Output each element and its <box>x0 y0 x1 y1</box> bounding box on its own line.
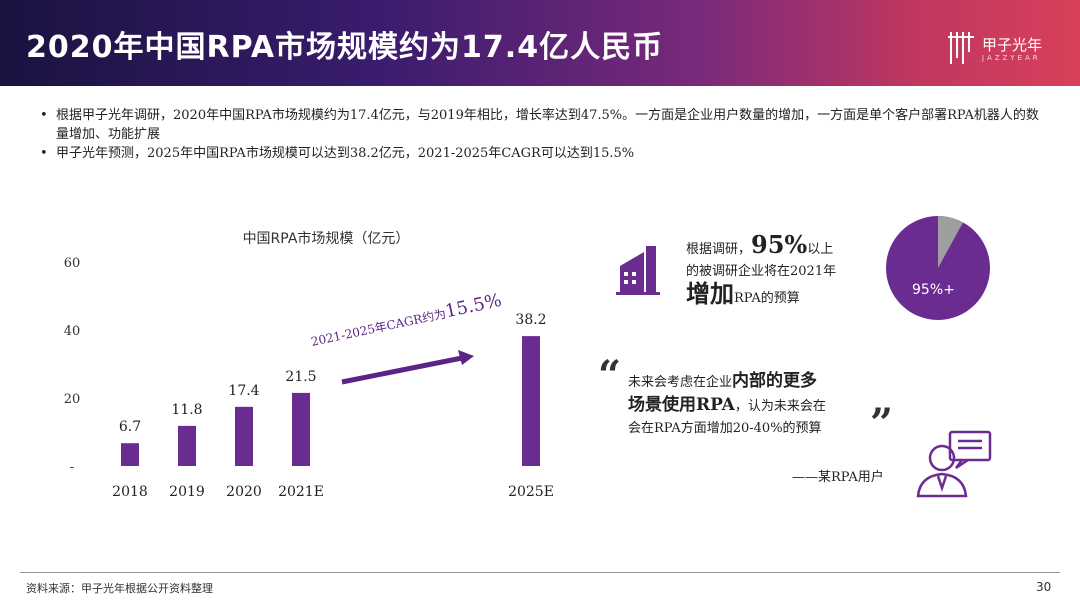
bullet-item: 根据甲子光年调研，2020年中国RPA市场规模约为17.4亿元，与2019年相比… <box>40 106 1050 144</box>
quote-text: 未来会考虑在企业 <box>628 375 733 390</box>
page-number: 30 <box>1036 580 1052 594</box>
person-chat-icon <box>916 430 992 498</box>
source-note: 资料来源：甲子光年根据公开资料整理 <box>26 582 213 595</box>
bar-2018 <box>121 443 139 466</box>
cagr-arrow <box>341 355 463 385</box>
logo-subtext: JAZZYEAR <box>982 54 1041 62</box>
user-quote: 未来会考虑在企业内部的更多 场景使用RPA，认为未来会在 会在RPA方面增加20… <box>628 370 878 440</box>
quote-line-2: 场景使用RPA，认为未来会在 <box>628 394 878 418</box>
stat-text: RPA的预算 <box>734 291 800 306</box>
quote-line-3: 会在RPA方面增加20-40%的预算 <box>628 421 822 436</box>
x-tick-label: 2021E <box>278 484 324 500</box>
x-tick-label: 2018 <box>112 484 148 500</box>
quote-attribution: ——某RPA用户 <box>792 470 884 485</box>
quote-text: ，认为未来会在 <box>734 399 826 414</box>
building-icon <box>616 246 660 295</box>
cagr-arrowhead <box>458 350 474 365</box>
y-tick-label: 60 <box>64 256 81 271</box>
logo-text: 甲子光年 <box>982 36 1043 54</box>
y-tick-label: 20 <box>64 392 81 407</box>
stat-percent: 95% <box>751 230 808 259</box>
pie-label: 95%+ <box>912 282 955 298</box>
bar-value-label: 6.7 <box>119 419 141 435</box>
chart-title: 中国RPA市场规模（亿元） <box>243 230 410 247</box>
x-tick-label: 2020 <box>226 484 262 500</box>
bar-value-label: 21.5 <box>285 369 316 385</box>
cagr-annotation: 2021-2025年CAGR约为15.5% <box>309 290 504 351</box>
x-tick-label: 2019 <box>169 484 205 500</box>
footer-divider <box>20 572 1060 573</box>
quote-line-1: 未来会考虑在企业内部的更多 <box>628 370 878 394</box>
bullet-item: 甲子光年预测，2025年中国RPA市场规模可以达到38.2亿元，2021-202… <box>40 144 1050 163</box>
bar-2020 <box>235 406 253 466</box>
header-banner: 2020年中国RPA市场规模约为17.4亿人民币 甲子光年 JAZZYEAR <box>0 0 1080 86</box>
quote-open-mark: “ <box>598 352 622 399</box>
stat-line-3: 增加RPA的预算 <box>686 282 886 310</box>
stat-text: 以上 <box>807 242 834 257</box>
y-tick-label: 40 <box>64 324 81 339</box>
stat-emphasis: 增加 <box>686 279 734 308</box>
quote-close-mark: ” <box>870 400 894 447</box>
page-title: 2020年中国RPA市场规模约为17.4亿人民币 <box>26 30 664 65</box>
bar-value-label: 11.8 <box>171 402 202 418</box>
bar-value-label: 17.4 <box>228 383 259 399</box>
stat-line-1: 根据调研，95%以上 <box>686 233 886 261</box>
pie-slice-remainder <box>938 216 964 268</box>
brand-logo: 甲子光年 JAZZYEAR <box>948 30 1068 70</box>
bar-2019 <box>178 425 196 466</box>
bar-2021E <box>292 392 310 466</box>
survey-stat: 根据调研，95%以上 的被调研企业将在2021年 增加RPA的预算 <box>686 233 886 310</box>
quote-emphasis: 场景使用RPA <box>628 395 735 415</box>
stat-text: 根据调研， <box>686 242 752 257</box>
budget-pie <box>886 216 990 320</box>
bar-value-label: 38.2 <box>515 312 546 328</box>
summary-bullets: 根据甲子光年调研，2020年中国RPA市场规模约为17.4亿元，与2019年相比… <box>40 106 1050 163</box>
logo-mark-icon <box>948 32 974 64</box>
stat-line-2: 的被调研企业将在2021年 <box>686 264 837 279</box>
quote-emphasis: 内部的更多 <box>732 371 818 391</box>
x-tick-label: 2025E <box>508 484 554 500</box>
bar-2025E <box>522 336 540 466</box>
y-tick-label: - <box>70 460 74 475</box>
